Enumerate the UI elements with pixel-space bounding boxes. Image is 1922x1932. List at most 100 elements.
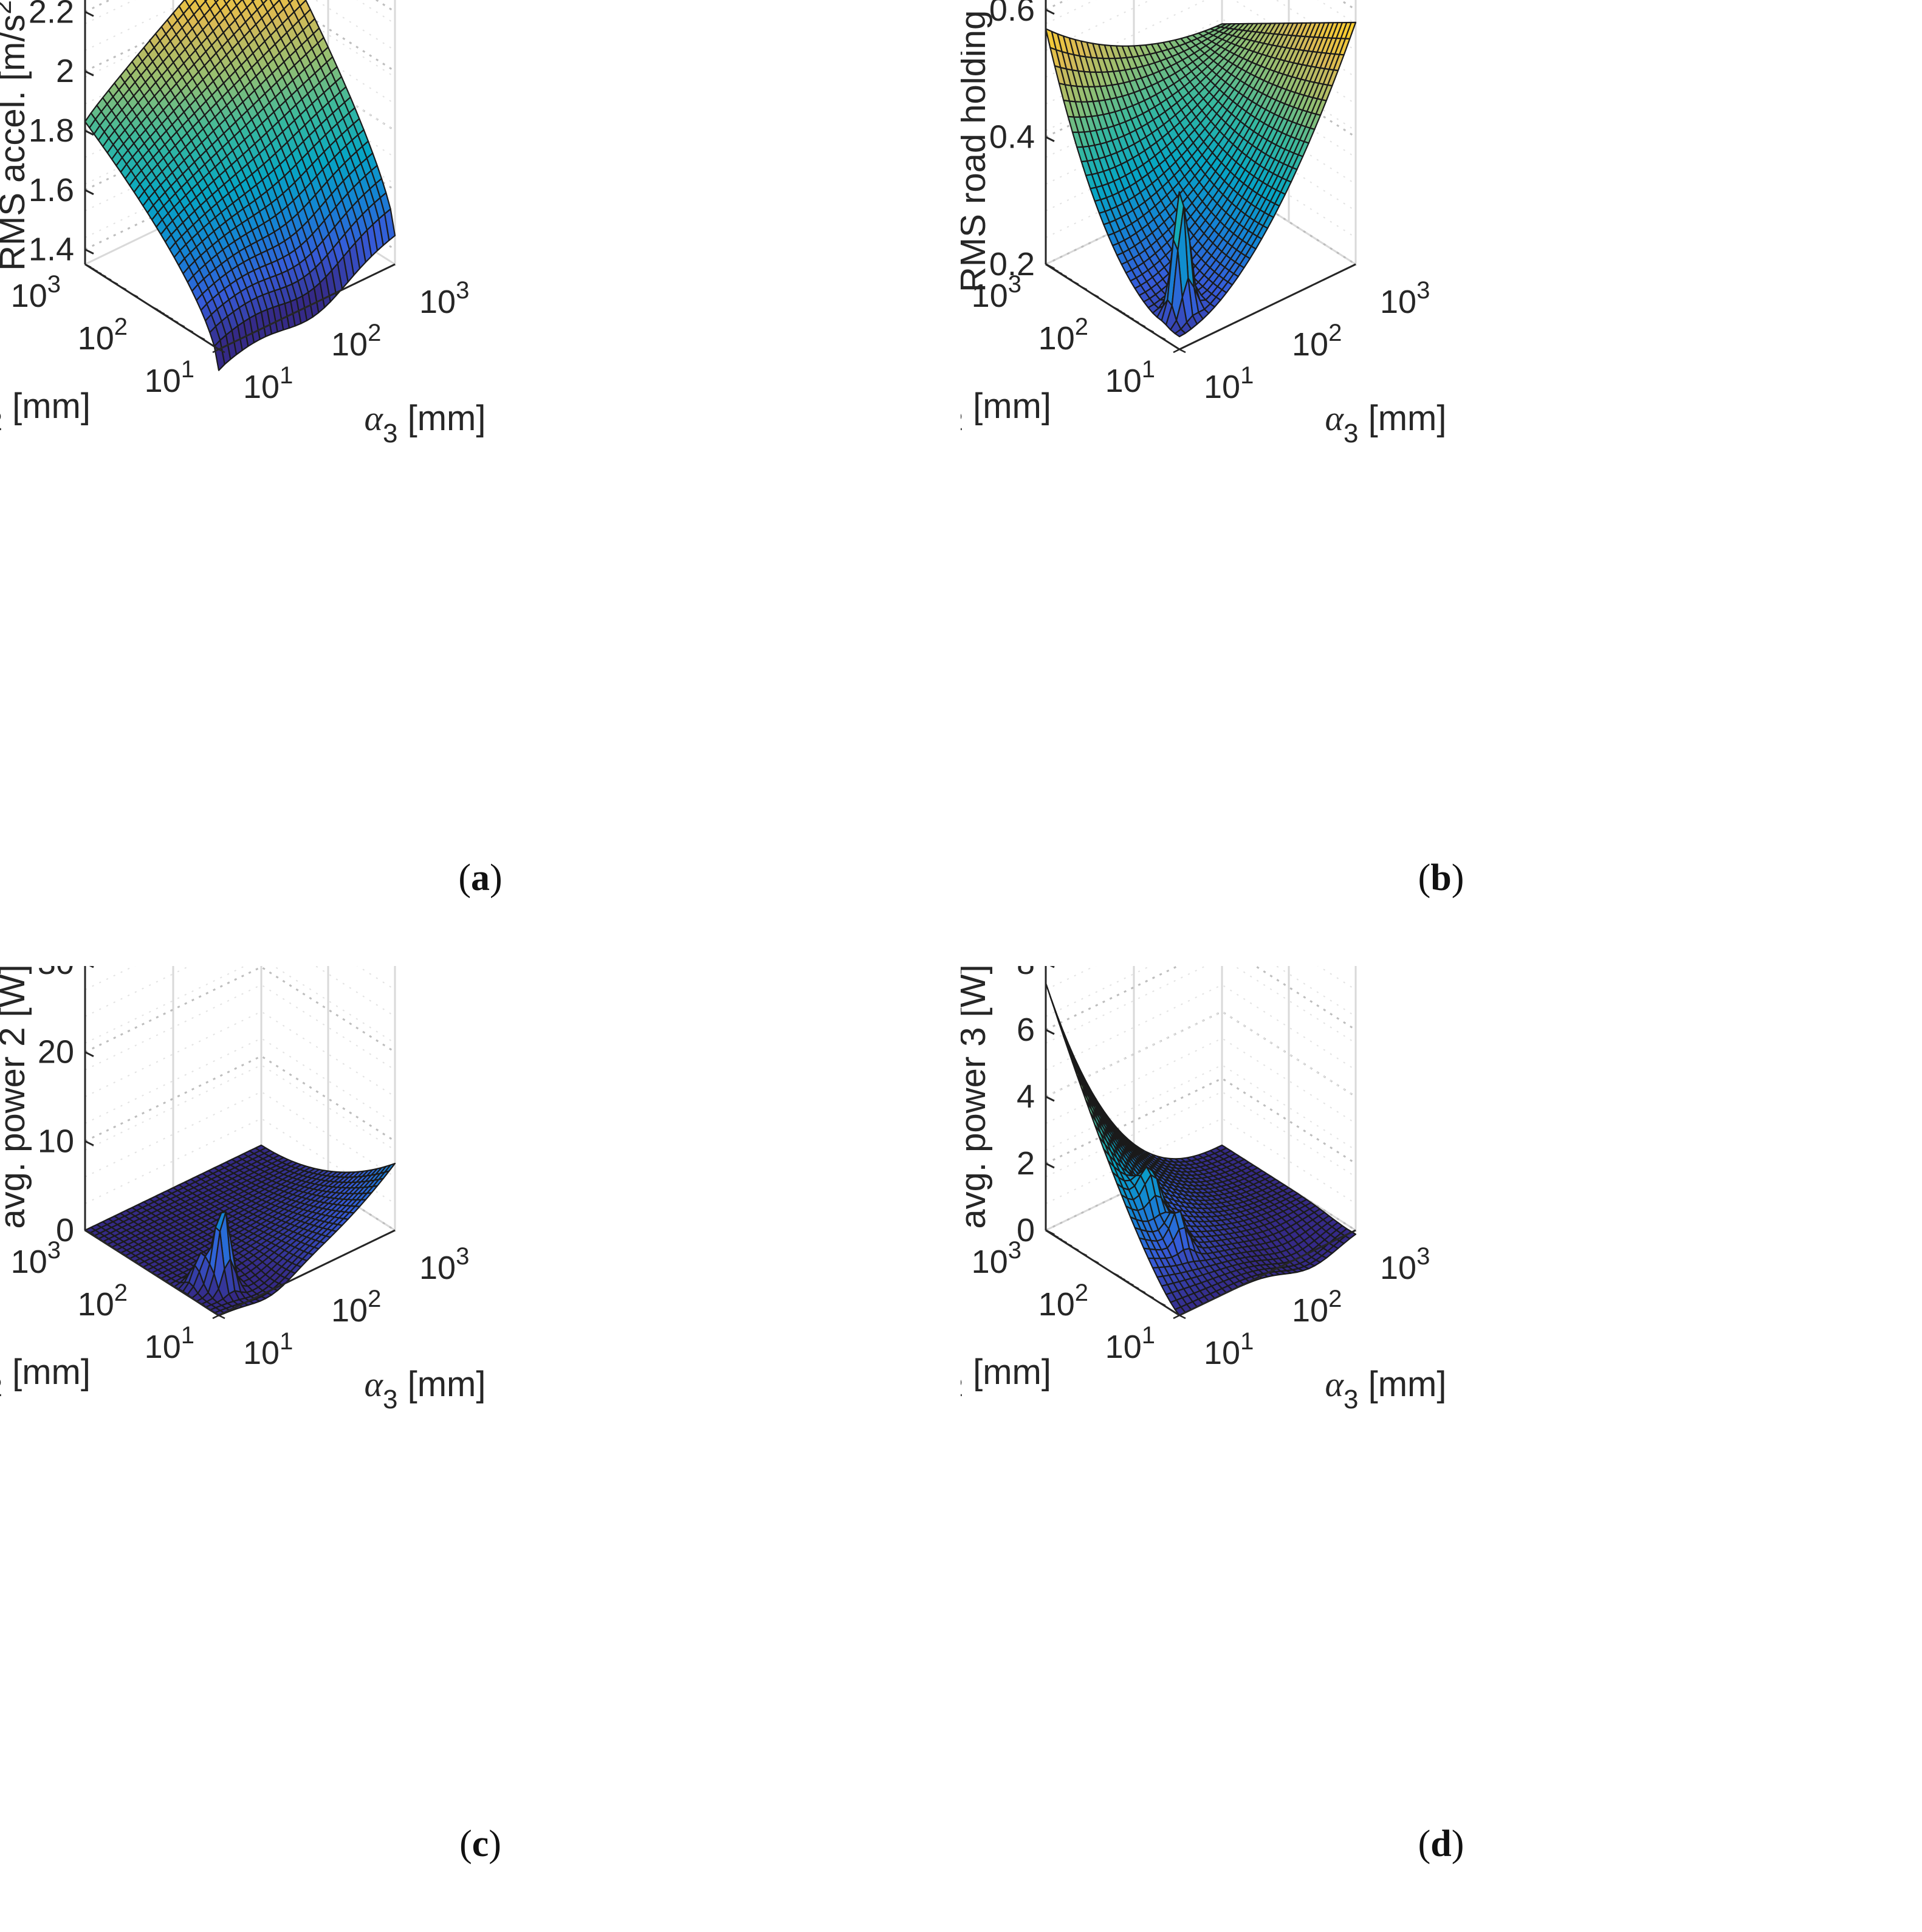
alpha3-minor-tick (1335, 1236, 1343, 1241)
alpha2-minor-tick (84, 1229, 92, 1235)
alpha3-minor-tick (265, 323, 272, 327)
alpha3-minor-tick (1247, 312, 1255, 317)
alpha2-minor-tick (1092, 1259, 1099, 1264)
grid-line (1045, 0, 1356, 24)
surface-plot-d: 0 2 4 6 8 101 102 103 101 102 103 avg. power 3 [W] α… (961, 966, 1446, 1414)
grid-line (84, 1091, 396, 1177)
grid-line (1045, 1077, 1356, 1165)
alpha3-minor-tick (1261, 306, 1268, 311)
z-tick-label: 2 (1017, 1145, 1035, 1182)
alpha2-tick-label: 102 (1038, 313, 1088, 357)
grid-line (84, 984, 396, 1070)
z-tick-mark (1045, 1029, 1055, 1035)
alpha2-tick-label: 103 (11, 1237, 61, 1280)
alpha3-tick-label: 101 (1204, 362, 1254, 405)
grid-line (84, 966, 396, 1053)
alpha2-minor-tick (151, 306, 159, 311)
surface-mesh (84, 1144, 396, 1317)
alpha3-minor-tick (1261, 1272, 1268, 1277)
z-tick-mark (84, 1051, 94, 1058)
alpha2-minor-tick (1147, 328, 1155, 333)
alpha3-minor-tick (327, 1259, 334, 1264)
alpha2-minor-tick (171, 318, 179, 324)
alpha2-tick-label: 102 (1038, 1279, 1088, 1323)
alpha3-minor-tick (1335, 270, 1343, 275)
alpha2-tick-label: 101 (145, 356, 194, 399)
alpha2-axis-label: α2 [mm] (961, 386, 1051, 436)
alpha3-minor-tick (286, 1278, 294, 1283)
alpha3-minor-tick (1215, 1294, 1222, 1299)
alpha3-minor-tick (1349, 1229, 1356, 1235)
alpha3-minor-tick (1241, 315, 1249, 320)
z-tick-mark (1045, 9, 1055, 15)
grid-line (1045, 98, 1356, 185)
z-axis-label: RMS accel. [m/s2] (0, 0, 32, 271)
alpha2-minor-tick (1072, 1246, 1079, 1251)
alpha3-minor-tick (1241, 1281, 1249, 1286)
alpha3-minor-tick (1288, 293, 1295, 298)
grid-line (1045, 178, 1356, 265)
grid-line (84, 1010, 396, 1097)
alpha2-tick-label: 103 (11, 271, 61, 314)
alpha3-minor-tick (369, 273, 376, 278)
z-axis-label: avg. power 3 [W] (961, 966, 993, 1229)
alpha2-tick-label: 102 (78, 313, 128, 357)
alpha3-minor-tick (374, 1236, 382, 1241)
alpha3-minor-tick (1330, 1239, 1337, 1244)
grid-line (1045, 966, 1356, 1017)
chart-panel-d: 0 2 4 6 8 101 102 103 101 102 103 avg. power 3 [W] α… (961, 966, 1921, 1932)
alpha2-minor-tick (1065, 276, 1073, 281)
alpha3-minor-tick (1322, 1242, 1330, 1247)
alpha3-minor-tick (388, 263, 396, 269)
alpha2-axis-label: α2 [mm] (0, 1352, 91, 1402)
z-axis-label: avg. power 2 [W] (0, 966, 32, 1229)
alpha3-minor-tick (239, 1301, 246, 1307)
alpha3-axis-label: α3 [mm] (1325, 399, 1447, 448)
alpha3-minor-tick (239, 335, 246, 341)
alpha2-minor-tick (1132, 1284, 1139, 1290)
alpha3-minor-tick (1234, 318, 1241, 324)
z-tick-mark (1049, 966, 1055, 968)
caption-c: (c) (459, 1823, 501, 1865)
alpha3-tick-label: 101 (1204, 1328, 1254, 1371)
alpha3-minor-tick (369, 1239, 376, 1244)
alpha3-minor-tick (1314, 280, 1321, 285)
z-tick-label: 2 (56, 53, 74, 89)
alpha3-minor-tick (342, 286, 349, 290)
alpha3-minor-tick (1330, 273, 1337, 278)
alpha3-minor-tick (212, 348, 219, 354)
grid-line (1045, 0, 1356, 11)
z-tick-label: 30 (38, 966, 74, 981)
z-tick-label: 1.4 (29, 231, 74, 268)
alpha3-tick-label: 102 (331, 320, 381, 363)
alpha3-minor-tick (273, 1284, 281, 1290)
alpha3-minor-tick (1234, 1284, 1241, 1290)
alpha3-minor-tick (300, 1272, 307, 1277)
z-tick-mark (84, 189, 94, 196)
alpha3-tick-label: 101 (243, 362, 293, 405)
grid-line (1045, 125, 1356, 211)
grid-line (1045, 1117, 1356, 1204)
z-tick-mark (84, 11, 94, 17)
alpha2-minor-tick (1112, 1272, 1119, 1277)
surface-plot-c: 0 10 20 30 101 102 103 101 102 103 avg. power 2 [W… (0, 966, 486, 1414)
alpha3-minor-tick (374, 270, 382, 275)
grid-line (84, 966, 396, 990)
grid-line (1045, 1010, 1356, 1098)
surface-mesh (1045, 982, 1357, 1317)
grid-line (1045, 984, 1356, 1070)
alpha2-minor-tick (151, 1272, 159, 1277)
alpha3-minor-tick (265, 1289, 272, 1293)
alpha3-minor-tick (1200, 335, 1207, 341)
alpha2-minor-tick (111, 280, 118, 285)
alpha3-minor-tick (281, 1281, 288, 1286)
plot-area: 0 2 4 6 8 101 102 103 101 102 103 avg. power 3 [W] α… (961, 966, 1446, 1414)
z-tick-label: 2.2 (29, 0, 74, 30)
chart-panel-b: 0.2 0.4 0.6 101 102 103 101 102 103 RMS road hold… (961, 0, 1921, 966)
grid-line (84, 1055, 396, 1142)
z-tick-label: 0.4 (989, 118, 1035, 155)
alpha2-minor-tick (105, 276, 112, 281)
alpha3-minor-tick (1303, 286, 1310, 290)
alpha3-minor-tick (1247, 1278, 1255, 1283)
